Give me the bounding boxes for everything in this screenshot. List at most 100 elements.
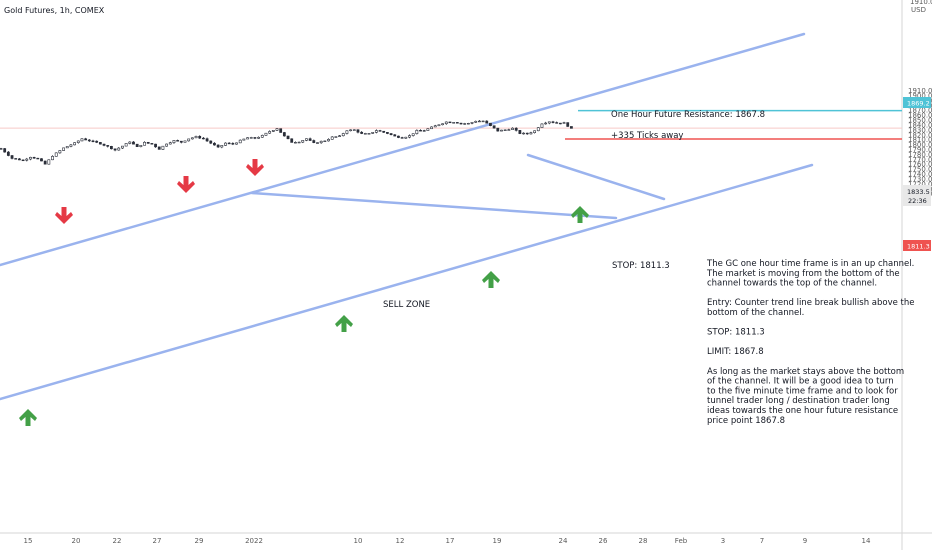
candle-body[interactable] [345, 130, 349, 134]
candle-body[interactable] [113, 148, 117, 151]
candle-body[interactable] [187, 138, 191, 142]
candle-body[interactable] [297, 141, 301, 144]
candle-body[interactable] [356, 129, 360, 133]
candle-body[interactable] [238, 139, 242, 144]
channel-lines[interactable] [0, 32, 814, 401]
candle-body[interactable] [308, 138, 312, 141]
candle-body[interactable] [319, 140, 323, 144]
candle-body[interactable] [154, 143, 157, 148]
candle-body[interactable] [279, 128, 283, 133]
candle-body[interactable] [496, 127, 500, 132]
candle-body[interactable] [536, 127, 540, 132]
candle-body[interactable] [21, 159, 25, 162]
candle-body[interactable] [393, 134, 397, 137]
candle-body[interactable] [441, 123, 445, 126]
candle-body[interactable] [98, 142, 102, 145]
candle-body[interactable] [503, 129, 507, 131]
candle-body[interactable] [500, 129, 503, 132]
candle-body[interactable] [205, 138, 209, 142]
candle-body[interactable] [135, 143, 139, 147]
candle-body[interactable] [198, 136, 202, 139]
candle-body[interactable] [452, 122, 456, 124]
candle-body[interactable] [481, 120, 485, 123]
candle-body[interactable] [36, 157, 40, 160]
candle-body[interactable] [522, 132, 525, 135]
counter-trend-line[interactable] [250, 191, 618, 220]
candle-body[interactable] [301, 140, 305, 143]
candle-body[interactable] [227, 142, 231, 145]
candle-body[interactable] [286, 135, 290, 140]
candle-body[interactable] [367, 133, 371, 135]
candle-body[interactable] [485, 120, 489, 124]
candle-body[interactable] [323, 140, 327, 143]
candle-body[interactable] [121, 145, 124, 149]
channel-top-line[interactable] [0, 32, 806, 267]
candle-body[interactable] [422, 130, 426, 132]
candle-body[interactable] [6, 151, 10, 156]
candle-body[interactable] [338, 135, 341, 137]
candle-body[interactable] [257, 136, 261, 139]
candle-body[interactable] [95, 140, 99, 143]
candle-body[interactable] [165, 143, 169, 147]
candle-body[interactable] [220, 145, 224, 148]
candle-body[interactable] [385, 132, 389, 134]
candle-body[interactable] [411, 133, 415, 136]
candle-body[interactable] [514, 127, 518, 131]
candle-body[interactable] [444, 121, 448, 125]
candle-body[interactable] [10, 155, 14, 159]
candle-body[interactable] [397, 135, 400, 138]
candle-body[interactable] [65, 146, 69, 149]
candle-body[interactable] [562, 122, 566, 124]
candle-body[interactable] [489, 122, 492, 126]
candle-body[interactable] [157, 146, 161, 150]
candle-body[interactable] [0, 148, 3, 150]
channel-bottom-line[interactable] [0, 163, 814, 401]
candle-body[interactable] [529, 132, 533, 135]
candle-body[interactable] [76, 140, 80, 143]
candle-body[interactable] [363, 133, 367, 135]
candle-body[interactable] [80, 138, 84, 142]
candle-body[interactable] [146, 141, 150, 144]
candle-body[interactable] [555, 122, 559, 124]
candle-body[interactable] [566, 122, 570, 127]
candle-body[interactable] [87, 139, 91, 142]
candle-body[interactable] [544, 122, 548, 125]
candle-body[interactable] [117, 147, 121, 151]
candle-body[interactable] [290, 138, 294, 143]
candle-body[interactable] [426, 128, 430, 131]
candle-body[interactable] [91, 140, 95, 143]
candle-body[interactable] [132, 141, 135, 145]
candle-body[interactable] [459, 122, 463, 125]
candle-body[interactable] [448, 121, 452, 124]
candle-body[interactable] [139, 144, 143, 147]
candle-body[interactable] [54, 152, 58, 157]
candle-body[interactable] [275, 128, 279, 131]
candle-body[interactable] [168, 142, 172, 145]
candle-body[interactable] [271, 130, 275, 132]
candle-body[interactable] [179, 140, 183, 143]
short-trend-line[interactable] [526, 153, 666, 201]
candle-body[interactable] [569, 126, 573, 129]
candle-body[interactable] [389, 133, 393, 136]
candle-body[interactable] [511, 127, 514, 130]
candle-body[interactable] [400, 137, 404, 139]
candle-body[interactable] [474, 120, 478, 123]
candle-body[interactable] [106, 145, 110, 147]
candle-body[interactable] [176, 140, 180, 142]
candle-body[interactable] [51, 156, 54, 161]
candle-body[interactable] [382, 130, 386, 133]
time-axis[interactable]: 15 20 22 27 29 2022 10 12 17 19 24 26 28 Feb 3 7 9 14 [0, 532, 932, 545]
candle-body[interactable] [102, 143, 106, 146]
candle-body[interactable] [84, 138, 88, 141]
candle-body[interactable] [437, 124, 441, 127]
candle-body[interactable] [216, 144, 220, 148]
candle-body[interactable] [73, 142, 77, 146]
candle-body[interactable] [246, 137, 249, 140]
candle-body[interactable] [43, 160, 47, 165]
candle-body[interactable] [430, 126, 433, 130]
candle-body[interactable] [231, 143, 235, 145]
candle-body[interactable] [470, 121, 474, 124]
candle-body[interactable] [194, 136, 198, 139]
candle-body[interactable] [312, 140, 316, 143]
candle-body[interactable] [161, 145, 165, 150]
